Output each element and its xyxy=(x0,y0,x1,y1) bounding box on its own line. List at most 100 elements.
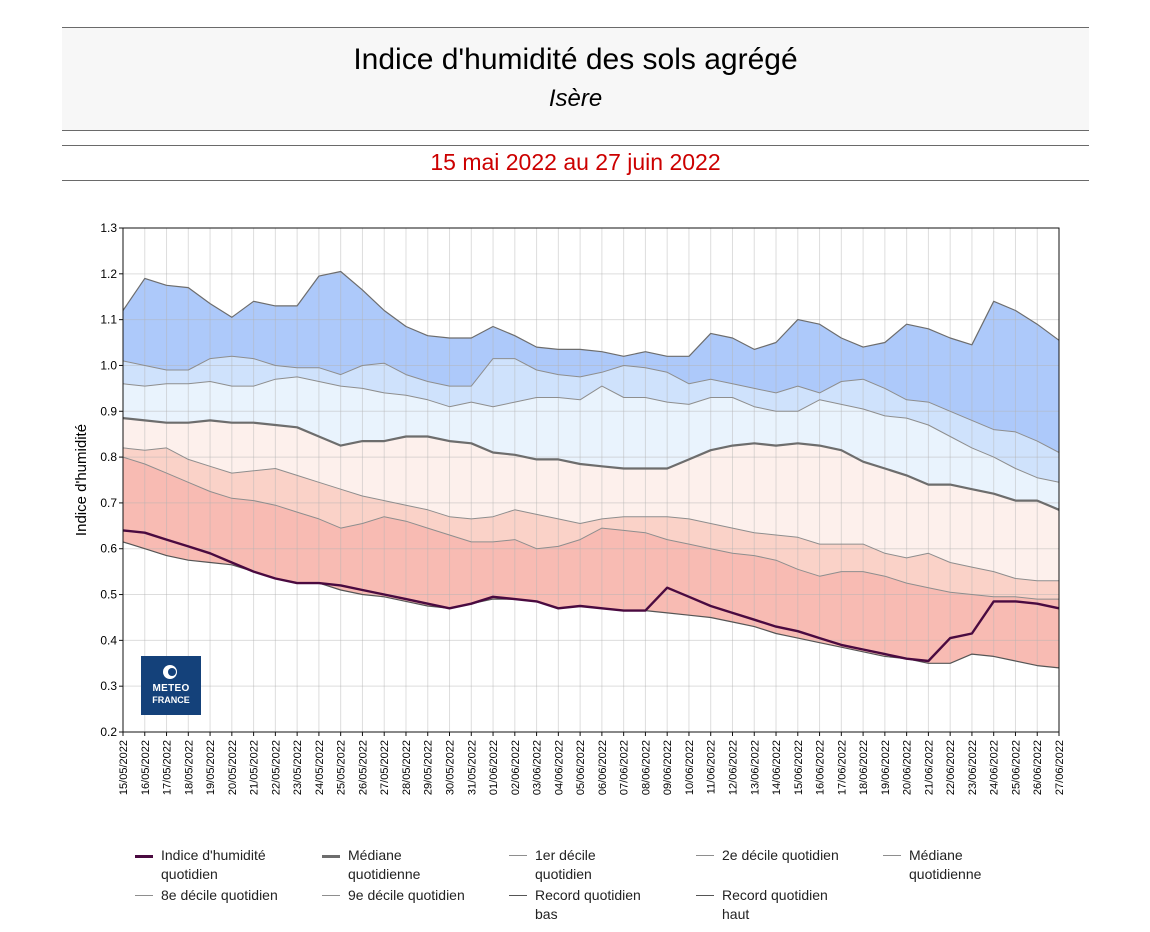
series-decile-8 xyxy=(122,376,1060,483)
legend-item: 1er décile quotidien xyxy=(509,846,655,884)
x-tick-label: 14/06/2022 xyxy=(771,740,783,795)
x-tick-label: 15/05/2022 xyxy=(118,740,130,795)
legend-label: Médiane quotidienne xyxy=(348,847,421,882)
y-tick-label: 0.7 xyxy=(100,496,117,510)
title-panel: Indice d'humidité des sols agrégé Isère xyxy=(62,27,1089,131)
y-tick-label: 1.3 xyxy=(100,221,117,235)
x-tick-label: 13/06/2022 xyxy=(749,740,761,795)
x-tick-label: 23/06/2022 xyxy=(967,740,979,795)
band-record-high-to-d9 xyxy=(123,271,1059,453)
y-tick-label: 1.2 xyxy=(100,267,117,281)
legend-item: 9e décile quotidien xyxy=(322,886,468,905)
legend-item: Médiane quotidienne xyxy=(322,846,468,884)
x-tick-label: 18/05/2022 xyxy=(183,740,195,795)
series-lines xyxy=(122,270,1060,669)
x-tick-label: 16/06/2022 xyxy=(815,740,827,795)
x-tick-label: 06/06/2022 xyxy=(597,740,609,795)
x-tick-label: 15/06/2022 xyxy=(793,740,805,795)
x-tick-label: 26/05/2022 xyxy=(357,740,369,795)
legend-item: 8e décile quotidien xyxy=(135,886,281,905)
x-tick-label: 12/06/2022 xyxy=(727,740,739,795)
band-median-to-d2 xyxy=(123,418,1059,581)
decile-bands xyxy=(123,271,1059,668)
x-tick-label: 24/05/2022 xyxy=(314,740,326,795)
logo-text-line2: FRANCE xyxy=(152,695,190,705)
x-tick-label: 20/05/2022 xyxy=(227,740,239,795)
x-tick-label: 21/06/2022 xyxy=(923,740,935,795)
x-tick-label: 26/06/2022 xyxy=(1032,740,1044,795)
plot-frame xyxy=(122,227,1060,733)
legend-item: 2e décile quotidien xyxy=(696,846,842,865)
x-tick-label: 30/05/2022 xyxy=(445,740,457,795)
legend-swatch xyxy=(322,895,340,896)
legend-swatch xyxy=(322,855,340,858)
x-tick-label: 27/06/2022 xyxy=(1054,740,1066,795)
series-decile-1 xyxy=(122,456,1059,600)
x-tick-label: 21/05/2022 xyxy=(249,740,261,795)
x-tick-label: 08/06/2022 xyxy=(640,740,652,795)
y-tick-label: 0.5 xyxy=(100,588,117,602)
x-tick-label: 31/05/2022 xyxy=(466,740,478,795)
y-axis-ticks: 0.2 0.3 0.4 0.5 0.6 0.7 0.8 0.9 1.0 1.1 1.2 1.3 xyxy=(100,221,123,739)
date-range: 15 mai 2022 au 27 juin 2022 xyxy=(430,149,721,175)
logo-text-line1: METEO xyxy=(152,683,190,694)
meteo-france-logo: METEO FRANCE xyxy=(141,656,201,715)
legend-label: Record quotidien haut xyxy=(722,887,828,922)
legend-swatch xyxy=(883,855,901,856)
x-tick-label: 25/06/2022 xyxy=(1010,740,1022,795)
x-tick-label: 19/06/2022 xyxy=(880,740,892,795)
x-tick-label: 29/05/2022 xyxy=(423,740,435,795)
series-record-high xyxy=(122,270,1060,357)
legend-swatch xyxy=(509,895,527,896)
y-tick-label: 0.2 xyxy=(100,725,117,739)
x-tick-label: 28/05/2022 xyxy=(401,740,413,795)
x-tick-label: 17/05/2022 xyxy=(162,740,174,795)
y-tick-label: 0.9 xyxy=(100,404,117,418)
x-axis-ticks: 15/05/2022 16/05/2022 17/05/2022 18/05/2022… xyxy=(118,732,1066,795)
legend-swatch xyxy=(696,855,714,856)
x-tick-label: 03/06/2022 xyxy=(532,740,544,795)
legend-label: 1er décile quotidien xyxy=(535,847,596,882)
legend-swatch xyxy=(509,855,527,856)
series-median xyxy=(122,417,1060,511)
x-tick-label: 24/06/2022 xyxy=(989,740,1001,795)
y-tick-label: 0.3 xyxy=(100,679,117,693)
y-axis-label: Indice d'humidité xyxy=(73,424,90,536)
series-decile-2 xyxy=(122,447,1059,582)
x-tick-label: 11/06/2022 xyxy=(706,740,718,794)
meteo-france-emblem-icon xyxy=(163,665,177,679)
legend-label: Médiane quotidienne xyxy=(909,847,982,882)
x-tick-label: 18/06/2022 xyxy=(858,740,870,795)
chart-title: Indice d'humidité des sols agrégé xyxy=(353,43,798,76)
series-humidity-index xyxy=(122,529,1060,663)
legend-swatch xyxy=(135,855,153,858)
x-tick-label: 19/05/2022 xyxy=(205,740,217,795)
x-tick-label: 10/06/2022 xyxy=(684,740,696,795)
band-d2-to-d1 xyxy=(123,447,1059,600)
y-tick-label: 0.6 xyxy=(100,542,117,556)
legend-item: Record quotidien haut xyxy=(696,886,842,924)
x-tick-label: 23/05/2022 xyxy=(292,740,304,795)
series-decile-9 xyxy=(122,355,1060,453)
x-tick-label: 01/06/2022 xyxy=(488,740,500,795)
x-tick-label: 25/05/2022 xyxy=(336,740,348,795)
band-d8-to-median xyxy=(123,376,1059,510)
legend-item: Indice d'humidité quotidien xyxy=(135,846,281,884)
x-tick-label: 09/06/2022 xyxy=(662,740,674,795)
x-tick-label: 05/06/2022 xyxy=(575,740,587,795)
legend-swatch xyxy=(696,895,714,896)
x-tick-label: 22/06/2022 xyxy=(945,740,957,795)
x-tick-label: 02/06/2022 xyxy=(510,740,522,795)
legend-label: Record quotidien bas xyxy=(535,887,641,922)
band-d1-to-record-low xyxy=(123,457,1059,668)
x-tick-label: 27/05/2022 xyxy=(379,740,391,795)
x-tick-label: 04/06/2022 xyxy=(553,740,565,795)
y-tick-label: 1.1 xyxy=(100,313,117,327)
x-tick-label: 07/06/2022 xyxy=(619,740,631,795)
legend-label: Indice d'humidité quotidien xyxy=(161,847,266,882)
legend-item: Médiane quotidienne xyxy=(883,846,1029,884)
legend-swatch xyxy=(135,895,153,896)
x-tick-label: 16/05/2022 xyxy=(140,740,152,795)
period-panel: 15 mai 2022 au 27 juin 2022 xyxy=(62,145,1089,181)
